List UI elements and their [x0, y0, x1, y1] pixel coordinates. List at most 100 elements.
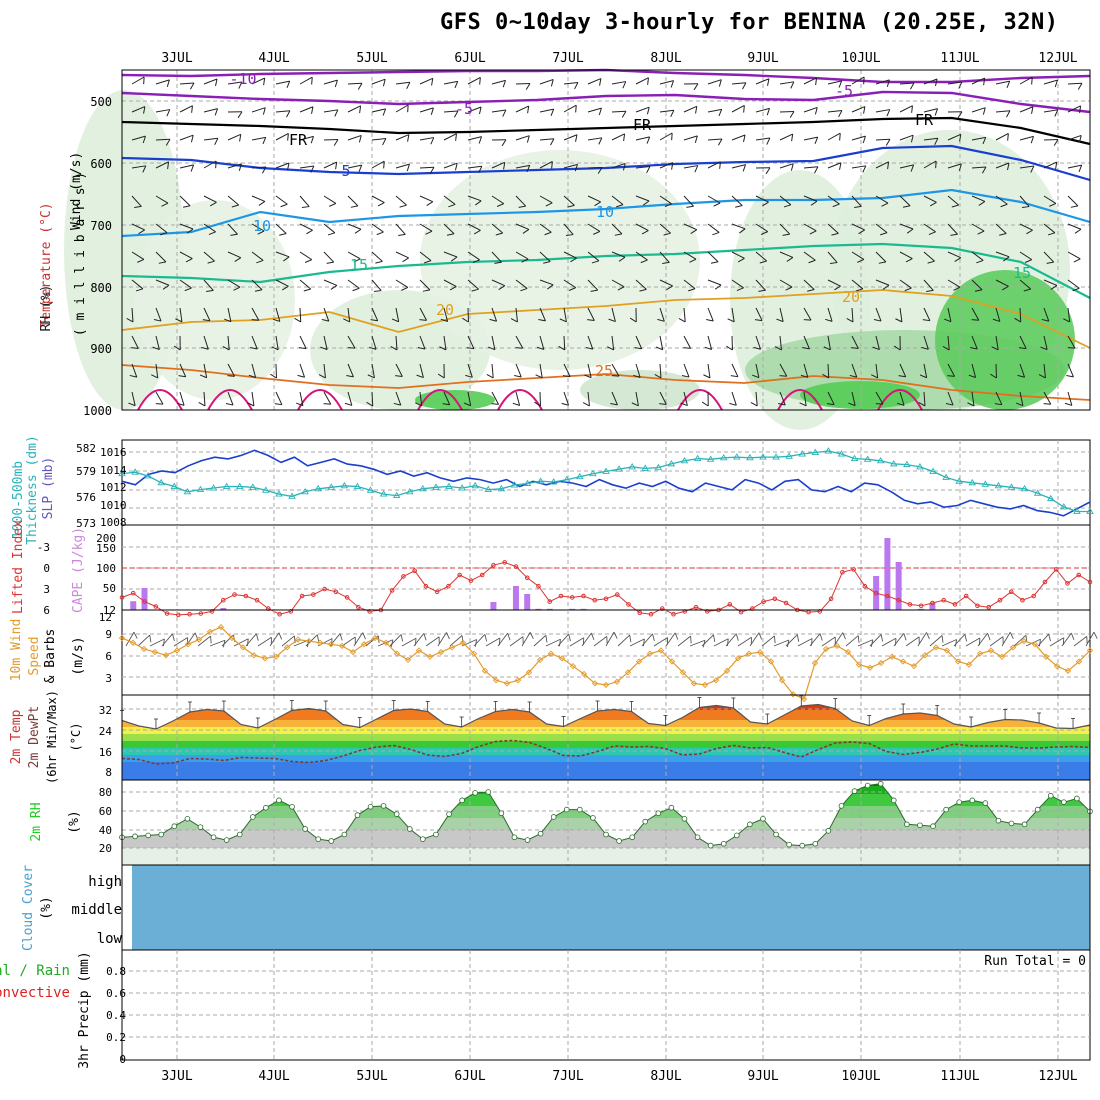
barb-flag: [489, 318, 497, 322]
wind-barb: [968, 363, 977, 378]
barb-staff: [659, 335, 664, 350]
surface-barb: [389, 634, 404, 647]
temp-band-7: [122, 710, 1090, 720]
rh-marker-35: [577, 806, 583, 813]
wind-barb: [587, 307, 595, 321]
barb-staff: [155, 138, 171, 141]
barb-staff: [995, 80, 1010, 85]
wind-barb: [655, 335, 664, 351]
lifted-marker-42: [592, 597, 598, 603]
isotherm-label-6: 5: [341, 162, 350, 180]
surface-barb-flag: [964, 634, 968, 642]
barb-flag: [126, 317, 134, 323]
barb-staff: [995, 307, 1001, 322]
wind-barb: [371, 195, 385, 207]
barb-flag: [301, 206, 310, 208]
wind-barb: [179, 134, 194, 143]
wind-marker-84: [1042, 653, 1050, 660]
barb-staff: [1043, 279, 1058, 286]
surface-barb-flag: [590, 632, 595, 640]
barb-flag: [1053, 139, 1059, 146]
barb-flag: [521, 258, 529, 263]
lifted-marker-76: [975, 603, 980, 609]
wind-barb: [730, 363, 739, 378]
day-label-top-3: 6JUL: [454, 51, 485, 66]
lifted-marker-39: [558, 593, 564, 599]
wind-barb: [203, 108, 219, 116]
barb-flag: [304, 259, 312, 263]
surface-barb: [593, 636, 608, 647]
barb-staff: [131, 363, 138, 378]
barb-flag: [495, 232, 503, 236]
surface-barb-staff: [209, 639, 226, 647]
barb-staff: [227, 133, 241, 141]
barb-staff: [587, 363, 592, 378]
barb-flag: [631, 402, 639, 407]
barb-staff: [371, 335, 377, 350]
wind-barb: [515, 335, 524, 349]
barb-staff: [491, 307, 498, 322]
wind-marker-73: [921, 652, 929, 659]
lifted-left-tick-2: 3: [43, 583, 50, 596]
barb-staff: [635, 136, 650, 141]
barb-staff: [563, 134, 578, 141]
barb-flag: [1066, 375, 1074, 378]
wind-barb: [922, 307, 931, 322]
surface-barb: [701, 634, 716, 647]
barb-staff: [995, 195, 1008, 205]
thickness-marker-52: [798, 450, 807, 457]
surface-barb-flag: [461, 635, 464, 643]
lifted-marker-24: [389, 588, 395, 593]
barb-staff: [419, 166, 435, 169]
surface-barb-flag: [568, 633, 571, 642]
slp-right-tick-4: 1008: [100, 516, 127, 529]
barb-flag: [466, 347, 474, 350]
thickness-marker-64: [955, 477, 963, 484]
barb-staff: [371, 195, 385, 204]
barb-flag: [377, 202, 385, 207]
surface-barb: [341, 636, 356, 647]
wind-barb: [419, 137, 435, 145]
wind-barb: [704, 335, 713, 350]
rh-marker-20: [380, 803, 387, 809]
barb-flag: [247, 402, 255, 407]
wind-barb: [539, 195, 553, 207]
barb-flag: [959, 134, 962, 142]
surface-barb: [713, 638, 729, 647]
wind-barb: [299, 165, 315, 173]
barb-staff: [443, 162, 458, 169]
wind-marker-23: [371, 634, 379, 642]
barb-staff: [803, 279, 815, 290]
temp-tick-3: 8: [105, 766, 112, 779]
rh-marker-51: [786, 841, 792, 848]
barb-staff: [683, 165, 698, 169]
thickness-marker-22: [405, 487, 414, 495]
slp-label-slp: SLP (mb): [41, 457, 56, 520]
barb-flag: [759, 260, 767, 264]
surface-barb-flag: [613, 631, 618, 639]
barb-flag: [558, 345, 565, 351]
thickness-marker-33: [549, 478, 558, 485]
thickness-marker-48: [746, 453, 754, 461]
barb-flag: [779, 375, 787, 377]
barb-staff: [1067, 335, 1076, 349]
barb-staff: [371, 108, 386, 113]
wind-marker-69: [877, 659, 885, 667]
surface-barb: [209, 639, 226, 648]
barb-flag: [550, 138, 555, 146]
wind-barb: [779, 133, 794, 142]
barb-staff: [515, 105, 529, 113]
barb-flag: [809, 230, 817, 235]
barb-staff: [275, 132, 289, 141]
barb-flag: [790, 163, 794, 171]
barb-staff: [395, 81, 410, 85]
barb-staff: [131, 106, 146, 113]
cloud-label: Cloud Cover: [21, 865, 36, 951]
barb-staff: [659, 223, 671, 234]
barb-flag: [967, 402, 975, 407]
day-label-bottom-1: 4JUL: [258, 1069, 289, 1084]
rh-marker-22: [406, 826, 413, 832]
wind-barb: [274, 391, 283, 406]
barb-staff: [875, 223, 888, 234]
barb-staff: [947, 363, 956, 377]
